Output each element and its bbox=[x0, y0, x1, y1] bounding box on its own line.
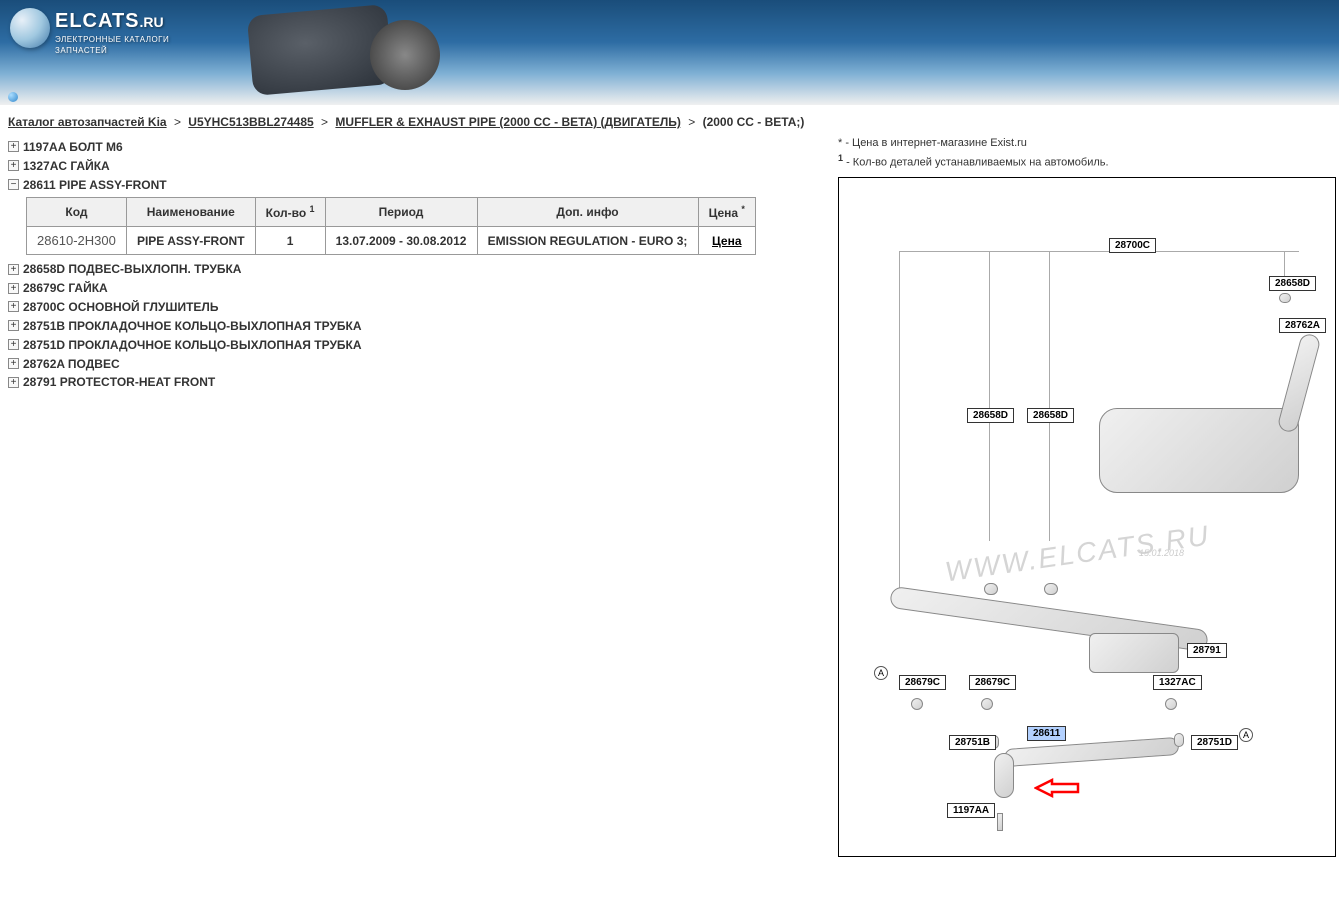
tree-item-label[interactable]: 28679C ГАЙКА bbox=[23, 281, 108, 295]
expand-icon[interactable]: + bbox=[8, 339, 19, 350]
collapse-icon[interactable]: − bbox=[8, 179, 19, 190]
expand-icon[interactable]: + bbox=[8, 141, 19, 152]
diagram-hanger bbox=[1044, 583, 1058, 595]
th-name: Наименование bbox=[126, 198, 255, 227]
diagram-hanger bbox=[1279, 293, 1291, 303]
legend-qty: 1 - Кол-во деталей устанавливаемых на ав… bbox=[838, 153, 1336, 169]
logo-sub: .RU bbox=[140, 14, 164, 30]
engine-image bbox=[220, 0, 470, 105]
diagram-label[interactable]: 28751B bbox=[949, 735, 996, 750]
breadcrumb-sep: > bbox=[321, 115, 328, 129]
diagram-label[interactable]: 28679C bbox=[899, 675, 946, 690]
diagram-watermark-date: 15.01.2018 bbox=[1139, 548, 1184, 558]
tree-item-label[interactable]: 28700C ОСНОВНОЙ ГЛУШИТЕЛЬ bbox=[23, 300, 218, 314]
breadcrumb-current: (2000 CC - BETA;) bbox=[703, 115, 805, 129]
tree-item-label[interactable]: 28658D ПОДВЕС-ВЫХЛОПН. ТРУБКА bbox=[23, 262, 241, 276]
td-qty: 1 bbox=[255, 227, 325, 255]
tree-item-label[interactable]: 1327AC ГАЙКА bbox=[23, 159, 110, 173]
diagram-label[interactable]: 28762A bbox=[1279, 318, 1326, 333]
tree-item: +28791 PROTECTOR-HEAT FRONT bbox=[8, 372, 828, 391]
price-link: Цена bbox=[712, 234, 742, 248]
diagram-nut bbox=[911, 698, 923, 710]
td-name: PIPE ASSY-FRONT bbox=[126, 227, 255, 255]
logo-text: ELCATS.RU ЭЛЕКТРОННЫЕ КАТАЛОГИ ЗАПЧАСТЕЙ bbox=[55, 10, 169, 55]
right-column: * - Цена в интернет-магазине Exist.ru 1 … bbox=[828, 137, 1336, 857]
tree-item: +28700C ОСНОВНОЙ ГЛУШИТЕЛЬ bbox=[8, 297, 828, 316]
diagram-label[interactable]: 28658D bbox=[1269, 276, 1316, 291]
diagram-bolt bbox=[997, 813, 1003, 831]
header-round-button[interactable] bbox=[8, 92, 18, 102]
th-qty: Кол-во 1 bbox=[255, 198, 325, 227]
diagram-label[interactable]: 28791 bbox=[1187, 643, 1227, 658]
tree-item-label[interactable]: 28791 PROTECTOR-HEAT FRONT bbox=[23, 375, 215, 389]
th-code: Код bbox=[27, 198, 127, 227]
breadcrumb-link-vin[interactable]: U5YHC513BBL274485 bbox=[188, 115, 313, 129]
expand-icon[interactable]: + bbox=[8, 301, 19, 312]
expand-icon[interactable]: + bbox=[8, 264, 19, 275]
tree-item-label[interactable]: 28762A ПОДВЕС bbox=[23, 356, 120, 370]
td-period: 13.07.2009 - 30.08.2012 bbox=[325, 227, 477, 255]
th-info: Доп. инфо bbox=[477, 198, 698, 227]
tree-item: +28679C ГАЙКА bbox=[8, 278, 828, 297]
breadcrumb-link-section[interactable]: MUFFLER & EXHAUST PIPE (2000 CC - BETA) … bbox=[335, 115, 680, 129]
breadcrumb: Каталог автозапчастей Kia > U5YHC513BBL2… bbox=[0, 105, 1339, 137]
tree-item: +28762A ПОДВЕС bbox=[8, 354, 828, 373]
exploded-diagram[interactable]: WWW.ELCATS.RU 15.01.2018 28700C28658D287… bbox=[838, 177, 1336, 857]
diagram-nut bbox=[981, 698, 993, 710]
breadcrumb-link-catalog[interactable]: Каталог автозапчастей Kia bbox=[8, 115, 167, 129]
breadcrumb-sep: > bbox=[174, 115, 181, 129]
left-column: +1197AA БОЛТ М6+1327AC ГАЙКА−28611 PIPE … bbox=[8, 137, 828, 857]
legend-price: * - Цена в интернет-магазине Exist.ru bbox=[838, 137, 1336, 149]
tree-item: +28658D ПОДВЕС-ВЫХЛОПН. ТРУБКА bbox=[8, 259, 828, 278]
legend-qty-text: - Кол-во деталей устанавливаемых на авто… bbox=[843, 157, 1109, 169]
tree-item-label[interactable]: 28751D ПРОКЛАДОЧНОЕ КОЛЬЦО-ВЫХЛОПНАЯ ТРУ… bbox=[23, 338, 362, 352]
tree-item: −28611 PIPE ASSY-FRONT bbox=[8, 175, 828, 194]
diagram-label[interactable]: 28751D bbox=[1191, 735, 1238, 750]
diagram-muffler bbox=[1099, 408, 1299, 493]
expand-icon[interactable]: + bbox=[8, 358, 19, 369]
tree-item: +1327AC ГАЙКА bbox=[8, 156, 828, 175]
diagram-tailpipe bbox=[1276, 332, 1321, 434]
td-info: EMISSION REGULATION - EURO 3; bbox=[477, 227, 698, 255]
parts-table: КодНаименованиеКол-во 1ПериодДоп. инфоЦе… bbox=[26, 197, 756, 255]
globe-logo-icon bbox=[10, 8, 50, 48]
tree-item: +1197AA БОЛТ М6 bbox=[8, 137, 828, 156]
expand-icon[interactable]: + bbox=[8, 320, 19, 331]
logo-main: ELCATS bbox=[55, 10, 140, 32]
red-arrow-icon bbox=[1034, 776, 1080, 800]
expand-icon[interactable]: + bbox=[8, 160, 19, 171]
parts-tree: +1197AA БОЛТ М6+1327AC ГАЙКА−28611 PIPE … bbox=[8, 137, 828, 391]
diagram-ring-marker: A bbox=[874, 666, 888, 680]
tree-item-label[interactable]: 28751B ПРОКЛАДОЧНОЕ КОЛЬЦО-ВЫХЛОПНАЯ ТРУ… bbox=[23, 319, 362, 333]
expand-icon[interactable]: + bbox=[8, 377, 19, 388]
diagram-label[interactable]: 1327AC bbox=[1153, 675, 1202, 690]
logo-tagline-1: ЭЛЕКТРОННЫЕ КАТАЛОГИ bbox=[55, 35, 169, 44]
diagram-label[interactable]: 1197AA bbox=[947, 803, 995, 818]
td-code: 28610-2H300 bbox=[27, 227, 127, 255]
diagram-gasket bbox=[1174, 733, 1184, 747]
diagram-label[interactable]: 28658D bbox=[967, 408, 1014, 423]
header-banner: ELCATS.RU ЭЛЕКТРОННЫЕ КАТАЛОГИ ЗАПЧАСТЕЙ bbox=[0, 0, 1339, 105]
logo-tagline-2: ЗАПЧАСТЕЙ bbox=[55, 46, 169, 55]
expand-icon[interactable]: + bbox=[8, 283, 19, 294]
diagram-label[interactable]: 28611 bbox=[1027, 726, 1066, 741]
diagram-heat-shield bbox=[1089, 633, 1179, 673]
diagram-front-pipe bbox=[1004, 737, 1180, 767]
diagram-ring-marker: A bbox=[1239, 728, 1253, 742]
tree-item: +28751D ПРОКЛАДОЧНОЕ КОЛЬЦО-ВЫХЛОПНАЯ ТР… bbox=[8, 335, 828, 354]
diagram-label[interactable]: 28700C bbox=[1109, 238, 1156, 253]
diagram-label[interactable]: 28658D bbox=[1027, 408, 1074, 423]
tree-item: +28751B ПРОКЛАДОЧНОЕ КОЛЬЦО-ВЫХЛОПНАЯ ТР… bbox=[8, 316, 828, 335]
tree-item-label[interactable]: 28611 PIPE ASSY-FRONT bbox=[23, 177, 167, 191]
th-period: Период bbox=[325, 198, 477, 227]
tree-item-label[interactable]: 1197AA БОЛТ М6 bbox=[23, 140, 123, 154]
diagram-front-pipe-bend bbox=[994, 753, 1014, 798]
breadcrumb-sep: > bbox=[688, 115, 695, 129]
diagram-nut bbox=[1165, 698, 1177, 710]
th-price: Цена * bbox=[698, 198, 755, 227]
diagram-label[interactable]: 28679C bbox=[969, 675, 1016, 690]
diagram-hanger bbox=[984, 583, 998, 595]
td-price[interactable]: Цена bbox=[698, 227, 755, 255]
